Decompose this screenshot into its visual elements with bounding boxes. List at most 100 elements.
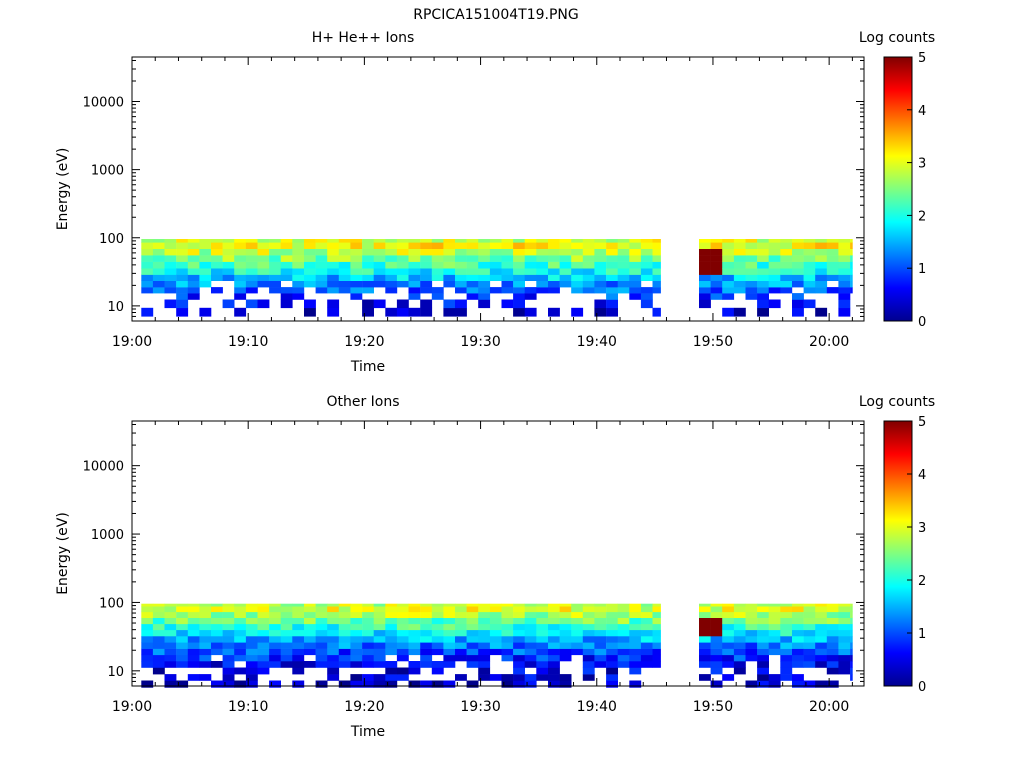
heatmap-cell xyxy=(640,617,653,625)
heatmap-cell xyxy=(745,648,758,656)
heatmap-cell xyxy=(699,654,711,662)
heatmap-cell xyxy=(582,654,595,662)
heatmap-cell xyxy=(420,661,433,668)
heatmap-cell xyxy=(640,623,653,631)
heatmap-cell xyxy=(548,280,560,288)
heatmap-cell xyxy=(850,611,853,618)
heatmap-cell xyxy=(269,603,281,607)
heatmap-cell xyxy=(733,648,746,656)
heatmap-cell xyxy=(710,654,723,662)
heatmap-cell xyxy=(152,642,165,649)
heatmap-cell xyxy=(199,674,212,681)
heatmap-cell xyxy=(304,268,316,275)
heatmap-cell xyxy=(245,629,258,637)
heatmap-cell xyxy=(385,274,398,281)
heatmap-cell xyxy=(513,287,525,294)
heatmap-cell xyxy=(733,603,746,607)
heatmap-cell xyxy=(815,239,828,243)
heatmap-cell xyxy=(176,239,189,243)
heatmap-cell xyxy=(722,661,735,668)
heatmap-cell xyxy=(768,611,781,618)
heatmap-cell xyxy=(443,239,456,243)
heatmap-cell xyxy=(304,307,316,317)
x-tick-label: 19:30 xyxy=(460,334,500,350)
heatmap-cell xyxy=(280,299,293,309)
heatmap-cell xyxy=(350,242,363,249)
heatmap-cell xyxy=(617,268,630,275)
heatmap-cell xyxy=(234,239,247,243)
heatmap-cell xyxy=(780,667,793,675)
heatmap-cell xyxy=(292,636,305,643)
heatmap-cell xyxy=(594,617,607,625)
heatmap-cell xyxy=(606,255,618,262)
heatmap-cell xyxy=(222,661,235,668)
heatmap-cell xyxy=(780,611,793,618)
heatmap-cell xyxy=(826,654,839,662)
heatmap-cell xyxy=(222,611,235,618)
heatmap-cell xyxy=(176,680,189,688)
heatmap-cell xyxy=(152,636,165,643)
heatmap-cell xyxy=(234,642,247,649)
heatmap-cell xyxy=(211,623,223,631)
heatmap-cell xyxy=(733,274,746,281)
heatmap-cell xyxy=(803,287,816,294)
heatmap-cell xyxy=(571,606,584,613)
heatmap-cell xyxy=(315,654,328,662)
heatmap-cell xyxy=(373,654,386,662)
heatmap-cell xyxy=(257,606,270,613)
heatmap-cell xyxy=(536,255,549,262)
heatmap-cell xyxy=(431,603,444,607)
heatmap-cell xyxy=(420,261,433,269)
heatmap-cell xyxy=(257,242,270,249)
heatmap-cell xyxy=(431,623,444,631)
heatmap-cell xyxy=(699,603,711,607)
heatmap-cell xyxy=(222,667,235,675)
heatmap-cell xyxy=(733,242,746,249)
y-tick-label: 10 xyxy=(107,665,124,680)
heatmap-cell xyxy=(431,611,444,618)
heatmap-cell xyxy=(548,274,560,281)
heatmap-cell xyxy=(850,274,853,281)
heatmap-cell xyxy=(234,667,247,675)
heatmap-cell xyxy=(234,268,247,275)
heatmap-cell xyxy=(582,280,595,288)
heatmap-cell xyxy=(838,654,851,662)
heatmap-cell xyxy=(792,654,804,662)
heatmap-cell xyxy=(315,242,328,249)
heatmap-cell xyxy=(280,255,293,262)
heatmap-cell xyxy=(350,261,363,269)
heatmap-cell xyxy=(710,268,723,275)
heatmap-cell xyxy=(780,674,793,681)
heatmap-cell xyxy=(431,248,444,256)
heatmap-cell xyxy=(234,280,247,288)
heatmap-cell xyxy=(222,674,235,681)
heatmap-cell xyxy=(815,654,828,662)
x-tick-label: 19:20 xyxy=(344,334,384,350)
heatmap-cell xyxy=(280,239,293,243)
heatmap-cell xyxy=(606,239,618,243)
heatmap-cell xyxy=(617,255,630,262)
heatmap-cell xyxy=(757,603,769,607)
heatmap-cell xyxy=(187,611,200,618)
heatmap-cell xyxy=(826,274,839,281)
heatmap-cell xyxy=(280,648,293,656)
heatmap-cell xyxy=(513,280,525,288)
heatmap-cell xyxy=(780,661,793,668)
heatmap-cell xyxy=(536,606,549,613)
heatmap-cell xyxy=(559,629,572,637)
heatmap-cell xyxy=(559,248,572,256)
heatmap-cell xyxy=(338,261,351,269)
heatmap-cell xyxy=(780,617,793,625)
heatmap-cell xyxy=(780,654,793,662)
heatmap-cell xyxy=(315,636,328,643)
heatmap-cell xyxy=(292,248,305,256)
heatmap-cell xyxy=(513,680,525,688)
heatmap-cell xyxy=(420,268,433,275)
heatmap-cell xyxy=(489,674,502,681)
heatmap-cell xyxy=(280,293,293,300)
heatmap-cell xyxy=(722,248,735,256)
heatmap-cell xyxy=(733,654,746,662)
heatmap-cell xyxy=(257,603,270,607)
heatmap-cell xyxy=(536,642,549,649)
heatmap-cell xyxy=(327,268,340,275)
